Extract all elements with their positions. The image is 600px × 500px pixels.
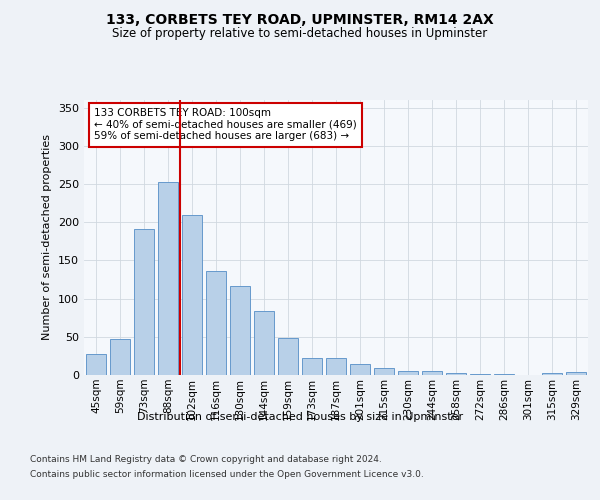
Bar bbox=[230, 286, 250, 375]
Bar bbox=[350, 364, 370, 375]
Bar bbox=[158, 182, 178, 375]
Bar bbox=[134, 229, 154, 375]
Bar bbox=[542, 372, 562, 375]
Bar bbox=[470, 374, 490, 375]
Text: 133 CORBETS TEY ROAD: 100sqm
← 40% of semi-detached houses are smaller (469)
59%: 133 CORBETS TEY ROAD: 100sqm ← 40% of se… bbox=[94, 108, 357, 142]
Bar bbox=[110, 339, 130, 375]
Bar bbox=[278, 338, 298, 375]
Bar bbox=[446, 374, 466, 375]
Bar bbox=[254, 311, 274, 375]
Bar bbox=[302, 358, 322, 375]
Bar bbox=[206, 271, 226, 375]
Y-axis label: Number of semi-detached properties: Number of semi-detached properties bbox=[43, 134, 52, 340]
Bar bbox=[398, 371, 418, 375]
Bar bbox=[422, 371, 442, 375]
Text: Contains public sector information licensed under the Open Government Licence v3: Contains public sector information licen… bbox=[30, 470, 424, 479]
Bar bbox=[86, 354, 106, 375]
Text: Size of property relative to semi-detached houses in Upminster: Size of property relative to semi-detach… bbox=[112, 28, 488, 40]
Bar bbox=[182, 214, 202, 375]
Bar bbox=[326, 358, 346, 375]
Text: 133, CORBETS TEY ROAD, UPMINSTER, RM14 2AX: 133, CORBETS TEY ROAD, UPMINSTER, RM14 2… bbox=[106, 12, 494, 26]
Text: Contains HM Land Registry data © Crown copyright and database right 2024.: Contains HM Land Registry data © Crown c… bbox=[30, 455, 382, 464]
Bar bbox=[566, 372, 586, 375]
Text: Distribution of semi-detached houses by size in Upminster: Distribution of semi-detached houses by … bbox=[137, 412, 463, 422]
Bar bbox=[494, 374, 514, 375]
Bar bbox=[374, 368, 394, 375]
